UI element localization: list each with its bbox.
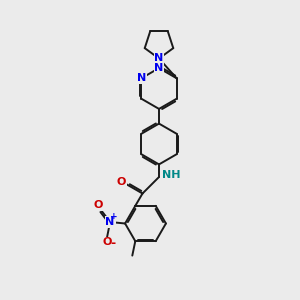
Text: -: - bbox=[110, 237, 116, 250]
Text: N: N bbox=[106, 217, 115, 227]
Text: N: N bbox=[154, 53, 164, 64]
Text: N: N bbox=[154, 63, 164, 73]
Text: N: N bbox=[137, 73, 146, 83]
Text: O: O bbox=[102, 237, 112, 248]
Text: O: O bbox=[117, 177, 126, 187]
Text: NH: NH bbox=[162, 170, 181, 181]
Text: O: O bbox=[93, 200, 103, 210]
Text: +: + bbox=[110, 212, 118, 221]
